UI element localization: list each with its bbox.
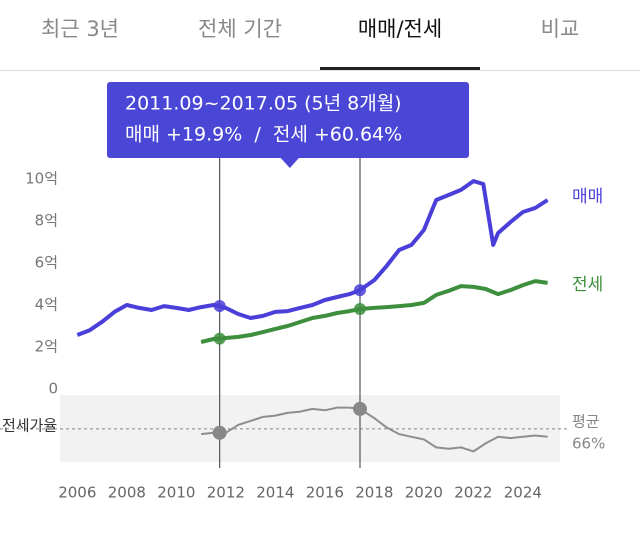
y-tick-label: 0 bbox=[48, 380, 58, 398]
tooltip: 2011.09~2017.05 (5년 8개월) 매매 +19.9% / 전세 +… bbox=[107, 82, 469, 168]
average-label: 평균 bbox=[572, 413, 600, 431]
series-line bbox=[200, 279, 548, 344]
range-dot bbox=[212, 425, 227, 440]
x-tick-label: 2016 bbox=[306, 484, 344, 502]
tooltip-box bbox=[107, 82, 469, 158]
tooltip-range: 2011.09~2017.05 (5년 8개월) bbox=[125, 93, 402, 115]
tab-indicator bbox=[320, 67, 480, 70]
x-tick-label: 2008 bbox=[108, 484, 146, 502]
tab-bar: 최근 3년 전체 기간 매매/전세 비교 bbox=[41, 17, 579, 70]
range-dot bbox=[354, 302, 366, 315]
tab[interactable]: 최근 3년 bbox=[41, 17, 119, 41]
y-tick-label: 10억 bbox=[25, 170, 58, 188]
x-tick-label: 2024 bbox=[504, 484, 542, 502]
range-dot bbox=[213, 300, 226, 313]
legend-label: 매매 bbox=[572, 187, 603, 207]
tooltip-change: 매매 +19.9% / 전세 +60.64% bbox=[125, 124, 402, 146]
x-tick-label: 2020 bbox=[405, 484, 443, 502]
range-dot bbox=[213, 332, 226, 345]
x-tick-label: 2018 bbox=[355, 484, 393, 502]
tooltip-pointer bbox=[279, 157, 300, 168]
y-tick-label: 6억 bbox=[35, 254, 58, 272]
plot: 0 2억 4억 6억 8억 10억 2006 2008 2010 2012 2014 2016 2018… bbox=[0, 82, 605, 502]
y-tick-label: 2억 bbox=[35, 338, 58, 356]
legend-label: 전세 bbox=[572, 275, 603, 295]
ratio-line bbox=[200, 406, 548, 453]
tab[interactable]: 전체 기간 bbox=[198, 17, 282, 41]
y-tick-label: 4억 bbox=[35, 296, 58, 314]
range-dot bbox=[353, 401, 367, 416]
x-tick-label: 2010 bbox=[157, 484, 195, 502]
average-value: 66% bbox=[572, 435, 605, 453]
x-tick-label: 2006 bbox=[58, 484, 96, 502]
range-dot bbox=[354, 284, 366, 297]
x-tick-label: 2022 bbox=[454, 484, 492, 502]
series-line bbox=[76, 179, 549, 337]
ratio-label: 전세가율 bbox=[2, 416, 57, 434]
tab[interactable]: 비교 bbox=[541, 17, 580, 41]
x-tick-label: 2014 bbox=[256, 484, 294, 502]
y-tick-label: 8억 bbox=[35, 212, 58, 230]
x-tick-label: 2012 bbox=[207, 484, 245, 502]
tab[interactable]: 매매/전세 bbox=[358, 17, 442, 41]
